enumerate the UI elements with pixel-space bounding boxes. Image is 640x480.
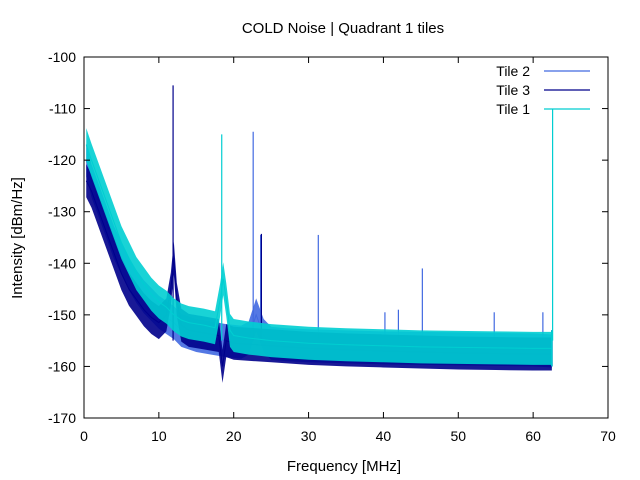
x-tick-label: 50: [450, 428, 466, 444]
x-tick-label: 10: [151, 428, 167, 444]
x-axis: 0 10 20 30 40 50 60 70: [80, 57, 616, 444]
x-tick-label: 0: [80, 428, 88, 444]
y-tick-label: -150: [48, 307, 76, 323]
x-axis-label: Frequency [MHz]: [287, 458, 401, 475]
x-tick-label: 20: [226, 428, 242, 444]
series-line: [85, 144, 552, 349]
y-tick-label: -140: [48, 255, 76, 271]
y-tick-label: -110: [49, 101, 76, 117]
y-axis: -170 -160 -150 -140 -130 -120 -110 -100: [48, 49, 608, 426]
y-tick-label: -100: [48, 49, 76, 65]
x-tick-label: 40: [376, 428, 392, 444]
x-tick-label: 30: [301, 428, 317, 444]
plot-frame: [83, 56, 609, 419]
x-tick-label: 60: [525, 428, 541, 444]
legend-label: Tile 2: [496, 63, 530, 79]
y-tick-label: -170: [48, 410, 76, 426]
y-axis-label: Intensity [dBm/Hz]: [9, 177, 26, 299]
legend: Tile 2 Tile 3 Tile 1: [496, 63, 590, 117]
plot-area: [85, 85, 554, 383]
legend-label: Tile 3: [496, 82, 530, 98]
y-tick-label: -130: [48, 204, 76, 220]
series-tile-1: [85, 108, 554, 367]
legend-label: Tile 1: [496, 101, 530, 117]
x-tick-label: 70: [600, 428, 616, 444]
y-tick-label: -120: [48, 152, 76, 168]
chart-title: COLD Noise | Quadrant 1 tiles: [242, 20, 444, 37]
y-tick-label: -160: [48, 358, 76, 374]
series-band: [86, 128, 552, 365]
